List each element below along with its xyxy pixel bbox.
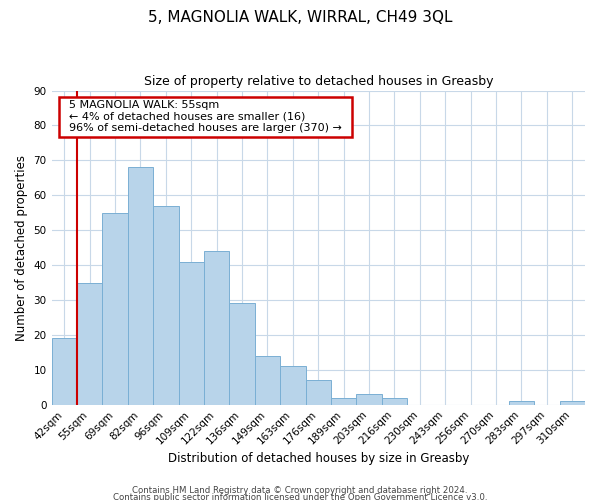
Bar [229, 304, 255, 404]
Bar [103, 212, 128, 404]
Bar [153, 206, 179, 404]
X-axis label: Distribution of detached houses by size in Greasby: Distribution of detached houses by size … [167, 452, 469, 465]
Text: Contains public sector information licensed under the Open Government Licence v3: Contains public sector information licen… [113, 494, 487, 500]
Text: Contains HM Land Registry data © Crown copyright and database right 2024.: Contains HM Land Registry data © Crown c… [132, 486, 468, 495]
Y-axis label: Number of detached properties: Number of detached properties [15, 154, 28, 340]
Bar [280, 366, 305, 405]
Bar [52, 338, 77, 404]
Bar [560, 401, 585, 404]
Title: Size of property relative to detached houses in Greasby: Size of property relative to detached ho… [143, 75, 493, 88]
Bar [255, 356, 280, 405]
Bar [77, 282, 103, 405]
Bar [179, 262, 204, 404]
Bar [331, 398, 356, 404]
Text: 5, MAGNOLIA WALK, WIRRAL, CH49 3QL: 5, MAGNOLIA WALK, WIRRAL, CH49 3QL [148, 10, 452, 25]
Bar [128, 168, 153, 404]
Bar [509, 401, 534, 404]
Text: 5 MAGNOLIA WALK: 55sqm
  ← 4% of detached houses are smaller (16)
  96% of semi-: 5 MAGNOLIA WALK: 55sqm ← 4% of detached … [62, 100, 349, 133]
Bar [204, 251, 229, 404]
Bar [382, 398, 407, 404]
Bar [305, 380, 331, 404]
Bar [356, 394, 382, 404]
